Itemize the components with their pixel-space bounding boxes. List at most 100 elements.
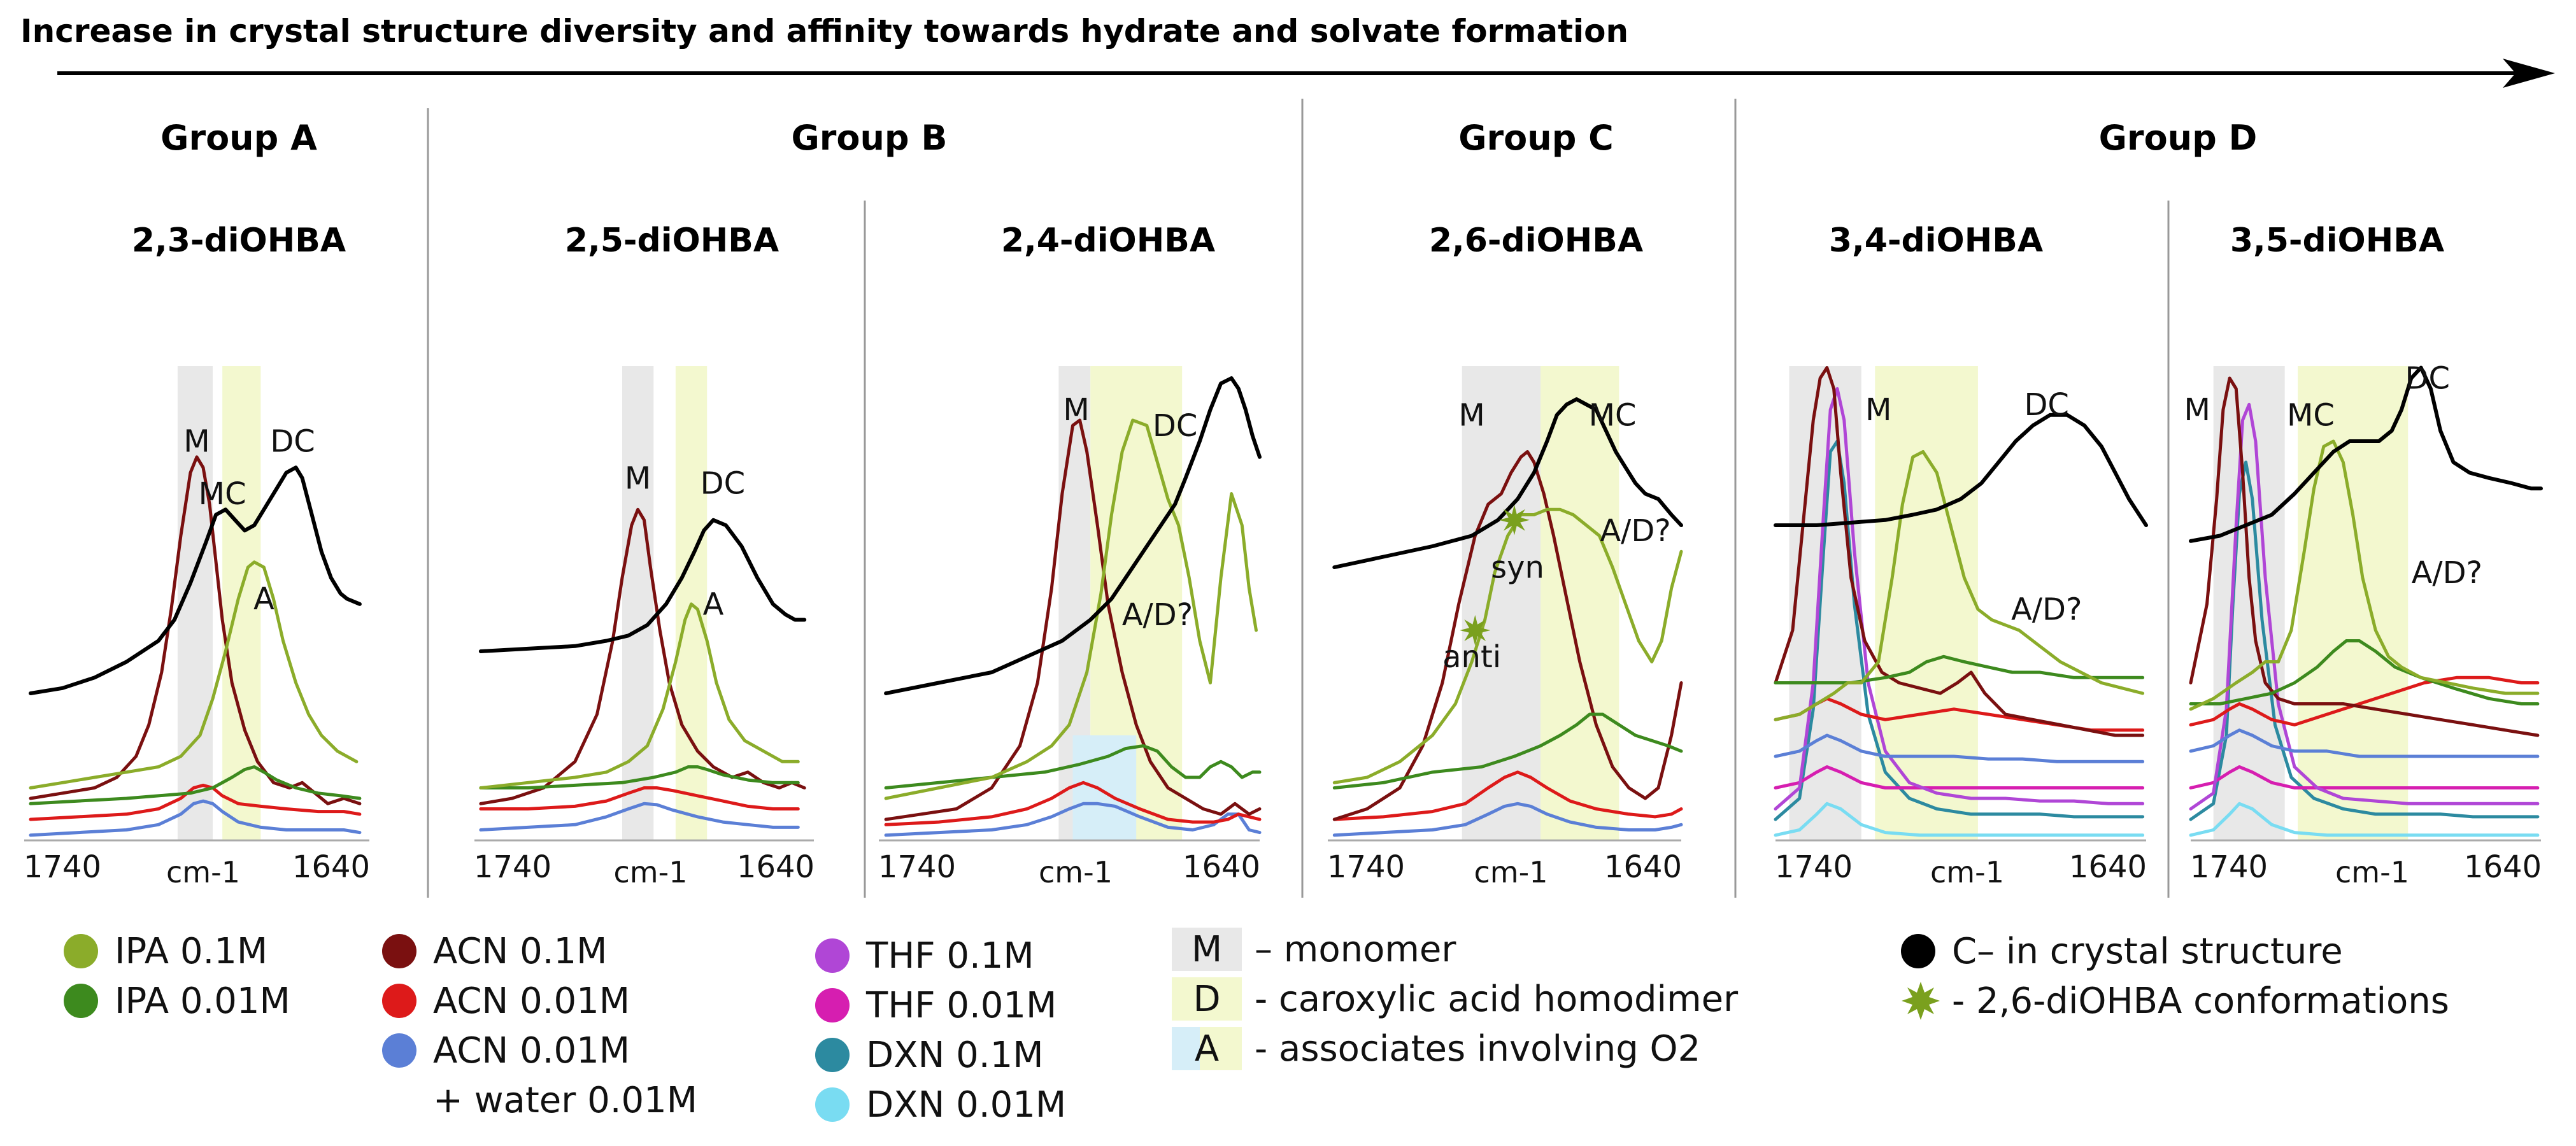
band-label: – monomer: [1255, 928, 1456, 970]
peak-annotation: M: [1063, 392, 1089, 428]
band-letter: A: [1194, 1028, 1220, 1070]
peak-annotation: A/D?: [2011, 592, 2082, 628]
series-line-IPA_0.1M: [2189, 439, 2540, 711]
legend-dot-acn-water: [382, 1033, 416, 1068]
diversity-arrow-head: [2503, 59, 2555, 88]
series-line-THF_0.01M: [1774, 765, 2145, 789]
panel-title: 3,4-diOHBA: [1829, 222, 2043, 260]
series-line-ACN_water: [884, 802, 1262, 837]
peak-annotation: DC: [701, 466, 745, 502]
band-M: [1789, 366, 1861, 840]
series-line-ACN_0.1M: [29, 455, 362, 805]
series-line-THF_0.1M: [2189, 402, 2540, 810]
series-line-ACN_0.1M: [479, 507, 806, 805]
x-axis-unit-label: cm-1: [614, 855, 688, 889]
peak-annotation: DC: [2405, 361, 2450, 397]
main-title: Increase in crystal structure diversity …: [20, 13, 1628, 50]
legend-ipa: IPA 0.1M IPA 0.01M: [64, 926, 290, 1026]
legend-dot-thf-0.01m: [815, 988, 850, 1022]
legend-label: ACN 0.1M: [433, 930, 608, 972]
panel-3,5-diOHBA: 3,5-diOHBA M MC DC A/D? 1740 1640 cm-1: [2184, 222, 2543, 889]
peak-annotation: M: [2184, 392, 2210, 428]
legend-item: ACN 0.1M: [382, 926, 697, 976]
peak-annotation: M: [1458, 397, 1484, 433]
legend-dot-dxn-0.01m: [815, 1087, 850, 1122]
tick-label-right: 1640: [1183, 849, 1260, 885]
group-title: Group B: [791, 118, 947, 158]
band-D: [2298, 366, 2409, 840]
series-line-ACN_0.1M: [1774, 366, 2145, 737]
legend-dot-acn-0.1m: [382, 934, 416, 968]
star-shape: [1902, 982, 1940, 1020]
conformation-star-anti: [1460, 615, 1491, 646]
peak-annotation: syn: [1491, 550, 1544, 586]
x-axis-unit-label: cm-1: [1474, 855, 1548, 889]
dimer-band-swatch: D: [1172, 977, 1242, 1021]
band-letter: D: [1193, 978, 1221, 1020]
series-line-ACN_0.01M: [884, 781, 1262, 826]
legend-dot-thf-0.1m: [815, 938, 850, 973]
peak-annotation: A/D?: [1122, 597, 1193, 633]
band-D: [1875, 366, 1978, 840]
panel-title: 2,4-diOHBA: [1001, 222, 1215, 260]
tick-label-left: 1740: [1327, 849, 1405, 885]
legend-markers: C– in crystal structure - 2,6-diOHBA con…: [1901, 926, 2449, 1026]
legend-label: THF 0.01M: [866, 984, 1057, 1026]
conformation-star-syn: [1498, 504, 1530, 535]
x-axis-unit-label: cm-1: [1930, 855, 2004, 889]
peak-annotation: anti: [1442, 639, 1501, 675]
legend-thf-dxn: THF 0.1M THF 0.01M DXN 0.1M DXN 0.01M: [815, 931, 1066, 1129]
peak-annotation: DC: [2024, 387, 2068, 423]
legend-dot-dxn-0.1m: [815, 1038, 850, 1072]
legend-item: THF 0.01M: [815, 980, 1066, 1030]
band-M: [2213, 366, 2285, 840]
tick-label-right: 1640: [292, 849, 370, 885]
legend-label: DXN 0.1M: [866, 1034, 1044, 1076]
series-line-crystal: [29, 465, 362, 695]
legend-dot-acn-0.01m: [382, 984, 416, 1018]
series-line-crystal: [478, 518, 807, 653]
series-line-IPA_0.1M: [479, 602, 800, 789]
band-D: [222, 366, 261, 840]
tick-label-left: 1740: [878, 849, 956, 885]
series-line-IPA_0.01M: [29, 765, 362, 805]
peak-annotation: A/D?: [2412, 555, 2482, 591]
peak-annotation: M: [1865, 392, 1891, 428]
peak-annotation: MC: [2287, 397, 2335, 433]
legend-label: C– in crystal structure: [1952, 930, 2343, 972]
series-line-ACN_0.1M: [1332, 450, 1683, 821]
monomer-band-swatch: M: [1172, 928, 1242, 971]
series-line-IPA_0.01M: [1332, 712, 1683, 789]
panel-2,3-diOHBA: 2,3-diOHBA M MC DC A 1740 1640 cm-1: [24, 222, 370, 889]
series-line-ACN_0.1M: [884, 418, 1262, 821]
series-line-IPA_0.1M: [1332, 507, 1683, 784]
panel-2,5-diOHBA: 2,5-diOHBA M DC A 1740 1640 cm-1: [474, 222, 815, 889]
x-axis-unit-label: cm-1: [1039, 855, 1113, 889]
legend-dot-crystal: [1901, 934, 1935, 968]
panel-2,6-diOHBA: 2,6-diOHBA M MC A/D? syn anti 1740 1640 cm-1: [1327, 222, 1683, 889]
band-label: - caroxylic acid homodimer: [1255, 978, 1739, 1020]
legend-dot-ipa-0.01m: [64, 984, 98, 1018]
group-title: Group A: [160, 118, 317, 158]
legend-label: THF 0.1M: [866, 935, 1034, 977]
series-line-crystal: [884, 376, 1262, 695]
peak-annotation: A/D?: [1600, 513, 1670, 549]
legend-bands: M – monomer D - caroxylic acid homodimer…: [1172, 924, 1738, 1073]
series-line-ACN_water: [29, 799, 362, 837]
legend-band-monomer: M – monomer: [1172, 924, 1738, 974]
legend-label: IPA 0.1M: [115, 930, 268, 972]
peak-annotation: DC: [270, 424, 315, 460]
series-line-ACN_water: [1332, 802, 1683, 837]
peak-annotation: A: [703, 586, 724, 622]
group-dividers: [427, 99, 2170, 898]
legend-acn: ACN 0.1M ACN 0.01M ACN 0.01M + water 0.0…: [382, 926, 697, 1125]
x-axis-unit-label: cm-1: [166, 855, 240, 889]
band-A: [1072, 735, 1137, 840]
legend-item: DXN 0.01M: [815, 1080, 1066, 1129]
series-line-ACN_0.01M: [2189, 676, 2540, 726]
tick-label-left: 1740: [2190, 849, 2268, 885]
legend-item: IPA 0.01M: [64, 976, 290, 1026]
legend-band-dimer: D - caroxylic acid homodimer: [1172, 974, 1738, 1024]
legend-item: ACN 0.01M: [382, 976, 697, 1026]
peak-annotation: DC: [1153, 408, 1197, 444]
